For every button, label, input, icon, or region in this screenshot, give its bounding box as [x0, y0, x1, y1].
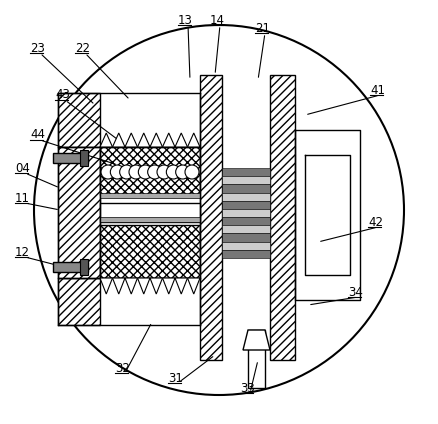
Polygon shape — [100, 133, 113, 147]
Bar — [222, 168, 270, 176]
Text: 23: 23 — [30, 42, 45, 55]
Circle shape — [166, 165, 180, 179]
Text: 33: 33 — [240, 382, 255, 394]
Circle shape — [157, 165, 171, 179]
Bar — [80, 259, 88, 275]
Bar — [100, 203, 200, 222]
Polygon shape — [270, 75, 295, 360]
Polygon shape — [187, 278, 200, 294]
Bar — [53, 262, 88, 272]
Polygon shape — [187, 133, 200, 147]
Circle shape — [185, 165, 199, 179]
Bar — [222, 201, 270, 209]
Circle shape — [110, 165, 124, 179]
Polygon shape — [113, 278, 125, 294]
Text: 21: 21 — [255, 22, 270, 34]
Polygon shape — [58, 93, 100, 147]
Text: 13: 13 — [178, 14, 193, 26]
Bar — [222, 217, 270, 225]
Circle shape — [129, 165, 143, 179]
Bar — [100, 217, 200, 222]
Polygon shape — [58, 147, 100, 278]
Bar — [100, 193, 200, 198]
Polygon shape — [100, 278, 113, 294]
Text: 42: 42 — [368, 215, 383, 229]
Polygon shape — [175, 133, 187, 147]
Circle shape — [101, 165, 115, 179]
Bar — [222, 250, 270, 258]
Polygon shape — [100, 225, 200, 278]
Text: 11: 11 — [15, 192, 30, 204]
Bar — [53, 153, 88, 163]
Circle shape — [120, 165, 134, 179]
Text: 32: 32 — [115, 362, 130, 374]
Polygon shape — [100, 147, 200, 195]
Text: 44: 44 — [30, 128, 45, 142]
Circle shape — [138, 165, 152, 179]
Polygon shape — [150, 133, 162, 147]
Polygon shape — [125, 278, 138, 294]
Polygon shape — [58, 278, 100, 325]
Text: 31: 31 — [168, 371, 183, 385]
Bar — [222, 184, 270, 192]
Polygon shape — [113, 133, 125, 147]
Bar — [222, 225, 270, 234]
Circle shape — [176, 165, 190, 179]
Polygon shape — [150, 278, 162, 294]
Text: 14: 14 — [210, 14, 225, 26]
Bar — [222, 209, 270, 217]
Polygon shape — [175, 278, 187, 294]
Polygon shape — [138, 278, 150, 294]
Text: 34: 34 — [348, 285, 363, 298]
Circle shape — [148, 165, 162, 179]
Bar — [80, 150, 88, 166]
Polygon shape — [243, 330, 270, 350]
Bar — [222, 234, 270, 242]
Text: 04: 04 — [15, 162, 30, 175]
Polygon shape — [162, 278, 175, 294]
Polygon shape — [125, 133, 138, 147]
Text: 41: 41 — [370, 84, 385, 97]
Bar — [222, 192, 270, 201]
Text: 43: 43 — [55, 89, 70, 101]
Polygon shape — [200, 75, 222, 360]
Polygon shape — [162, 133, 175, 147]
Bar — [248, 330, 265, 388]
Text: 22: 22 — [75, 42, 90, 55]
Bar — [222, 176, 270, 184]
Bar — [222, 242, 270, 250]
Polygon shape — [138, 133, 150, 147]
Text: 12: 12 — [15, 245, 30, 259]
